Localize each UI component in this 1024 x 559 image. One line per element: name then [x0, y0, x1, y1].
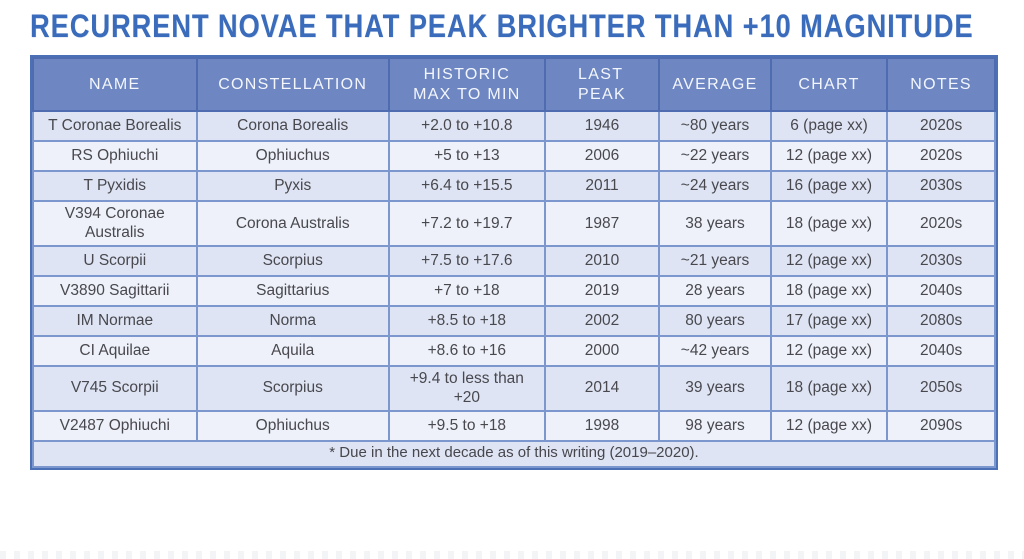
table-row: V2487 Ophiuchi Ophiuchus +9.5 to +18 1998 98… [32, 409, 996, 442]
column-header-historic: HISTORIC MAX TO MIN [387, 57, 546, 112]
cell-average: ~21 years [658, 244, 772, 277]
cell-chart: 16 (page xx) [769, 170, 889, 202]
cell-historic: +7.5 to +17.6 [387, 244, 546, 277]
cell-notes: 2020s [886, 200, 996, 247]
cell-average: ~22 years [658, 140, 772, 172]
cell-historic: +6.4 to +15.5 [387, 170, 546, 202]
table-row: V745 Scorpii Scorpius +9.4 to less than +2… [32, 364, 996, 412]
cell-average: ~80 years [658, 110, 772, 142]
cell-name: U Scorpii [32, 244, 198, 277]
cell-notes: 2030s [886, 170, 996, 202]
cell-average: ~24 years [658, 170, 772, 202]
table-footnote-row: * Due in the next decade as of this writ… [32, 439, 996, 468]
cell-average: 98 years [658, 409, 772, 442]
cell-chart: 18 (page xx) [769, 274, 889, 307]
table-body: T Coronae Borealis Corona Borealis +2.0 to… [32, 110, 996, 442]
column-header-constellation: CONSTELLATION [195, 57, 390, 112]
cell-name: RS Ophiuchi [32, 140, 198, 172]
cell-notes: 2040s [886, 274, 996, 307]
table-row: T Pyxidis Pyxis +6.4 to +15.5 2011 ~24 years… [32, 170, 996, 202]
table-row: T Coronae Borealis Corona Borealis +2.0 to… [32, 110, 996, 142]
table-header-row: NAME CONSTELLATION HISTORIC MAX TO MIN LAST P… [32, 57, 996, 112]
cell-constellation: Ophiuchus [195, 409, 390, 442]
cell-last-peak: 1987 [543, 200, 661, 247]
cell-last-peak: 2011 [543, 170, 661, 202]
cut-off-text-remnant [0, 551, 1024, 559]
cell-historic: +8.5 to +18 [387, 304, 546, 337]
page-title: RECURRENT NOVAE THAT PEAK BRIGHTER THAN … [30, 8, 974, 44]
cell-constellation: Corona Australis [195, 200, 390, 247]
cell-notes: 2020s [886, 140, 996, 172]
cell-name: CI Aquilae [32, 334, 198, 367]
cell-historic: +9.4 to less than +20 [387, 364, 546, 412]
cell-historic: +8.6 to +16 [387, 334, 546, 367]
cell-last-peak: 2006 [543, 140, 661, 172]
column-header-notes: NOTES [886, 57, 996, 112]
cell-constellation: Pyxis [195, 170, 390, 202]
cell-constellation: Scorpius [195, 244, 390, 277]
cell-notes: 2050s [886, 364, 996, 412]
table-row: U Scorpii Scorpius +7.5 to +17.6 2010 ~21 ye… [32, 244, 996, 277]
cell-last-peak: 1946 [543, 110, 661, 142]
cell-last-peak: 2000 [543, 334, 661, 367]
table-row: V394 Coronae Australis Corona Australis +7… [32, 200, 996, 247]
cell-chart: 12 (page xx) [769, 244, 889, 277]
table-footnote: * Due in the next decade as of this writ… [32, 439, 996, 468]
cell-notes: 2090s [886, 409, 996, 442]
table-row: RS Ophiuchi Ophiuchus +5 to +13 2006 ~22 yea… [32, 140, 996, 172]
column-header-chart: CHART [769, 57, 889, 112]
recurrent-novae-table: NAME CONSTELLATION HISTORIC MAX TO MIN LAST P… [32, 57, 996, 468]
cell-name: V2487 Ophiuchi [32, 409, 198, 442]
cell-chart: 12 (page xx) [769, 140, 889, 172]
table-row: V3890 Sagittarii Sagittarius +7 to +18 2019… [32, 274, 996, 307]
table-row: CI Aquilae Aquila +8.6 to +16 2000 ~42 years… [32, 334, 996, 367]
cell-constellation: Ophiuchus [195, 140, 390, 172]
cell-average: 28 years [658, 274, 772, 307]
cell-constellation: Norma [195, 304, 390, 337]
table-row: IM Normae Norma +8.5 to +18 2002 80 years 17 … [32, 304, 996, 337]
cell-historic: +9.5 to +18 [387, 409, 546, 442]
cell-chart: 18 (page xx) [769, 364, 889, 412]
cell-average: ~42 years [658, 334, 772, 367]
cell-name: IM Normae [32, 304, 198, 337]
cell-name: T Pyxidis [32, 170, 198, 202]
cell-notes: 2020s [886, 110, 996, 142]
cell-constellation: Aquila [195, 334, 390, 367]
column-header-average: AVERAGE [658, 57, 772, 112]
cell-notes: 2040s [886, 334, 996, 367]
cell-average: 38 years [658, 200, 772, 247]
cell-chart: 6 (page xx) [769, 110, 889, 142]
recurrent-novae-table-container: NAME CONSTELLATION HISTORIC MAX TO MIN LAST P… [30, 55, 998, 470]
cell-name: V394 Coronae Australis [32, 200, 198, 247]
cell-historic: +7 to +18 [387, 274, 546, 307]
cell-chart: 12 (page xx) [769, 409, 889, 442]
cell-historic: +5 to +13 [387, 140, 546, 172]
cell-historic: +7.2 to +19.7 [387, 200, 546, 247]
cell-name: T Coronae Borealis [32, 110, 198, 142]
column-header-name: NAME [32, 57, 198, 112]
cell-last-peak: 2010 [543, 244, 661, 277]
cell-chart: 12 (page xx) [769, 334, 889, 367]
cell-last-peak: 1998 [543, 409, 661, 442]
cell-historic: +2.0 to +10.8 [387, 110, 546, 142]
cell-constellation: Sagittarius [195, 274, 390, 307]
cell-name: V3890 Sagittarii [32, 274, 198, 307]
cell-last-peak: 2019 [543, 274, 661, 307]
cell-name: V745 Scorpii [32, 364, 198, 412]
cell-average: 80 years [658, 304, 772, 337]
cell-notes: 2080s [886, 304, 996, 337]
cell-last-peak: 2002 [543, 304, 661, 337]
column-header-last-peak: LAST PEAK [543, 57, 661, 112]
cell-chart: 18 (page xx) [769, 200, 889, 247]
cell-notes: 2030s [886, 244, 996, 277]
cell-last-peak: 2014 [543, 364, 661, 412]
cell-average: 39 years [658, 364, 772, 412]
cell-constellation: Scorpius [195, 364, 390, 412]
cell-constellation: Corona Borealis [195, 110, 390, 142]
cell-chart: 17 (page xx) [769, 304, 889, 337]
